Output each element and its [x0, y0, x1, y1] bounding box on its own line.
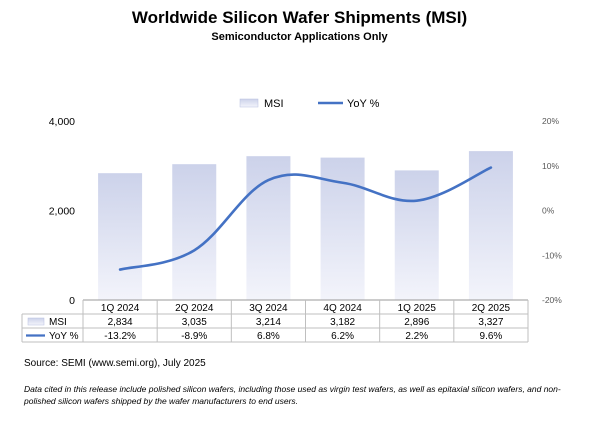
y-left-tick-label: 4,000	[49, 116, 75, 128]
table-cell-yoy: 6.8%	[257, 331, 280, 342]
table-cell-yoy: 9.6%	[480, 331, 503, 342]
table-cell-msi: 2,834	[108, 317, 133, 328]
x-tick-label: 1Q 2024	[101, 303, 140, 314]
y-right-tick-label: -20%	[542, 295, 562, 305]
footnote: Data cited in this release include polis…	[24, 384, 561, 406]
bar-series-msi	[98, 151, 513, 300]
line-yoy	[118, 166, 493, 271]
table-cell-yoy: -13.2%	[104, 331, 136, 342]
table-cell-yoy: 2.2%	[405, 331, 428, 342]
table-cell-yoy: -8.9%	[181, 331, 207, 342]
x-tick-label: 1Q 2025	[398, 303, 437, 314]
legend-label-yoy: YoY %	[347, 98, 380, 110]
y-right-tick-label: 20%	[542, 116, 559, 126]
table-cell-msi: 2,896	[404, 317, 429, 328]
table-cell-msi: 3,327	[478, 317, 503, 328]
chart-title: Worldwide Silicon Wafer Shipments (MSI)	[131, 8, 468, 27]
data-table: 1Q 2024 2Q 2024 3Q 2024 4Q 2024 1Q 2025 2Q 20…	[21, 299, 529, 343]
y-right-tick-label: -10%	[542, 250, 562, 260]
x-tick-label: 3Q 2024	[249, 303, 288, 314]
x-tick-label: 2Q 2025	[472, 303, 511, 314]
line-series-yoy	[118, 166, 493, 271]
table-cell-msi: 3,214	[256, 317, 281, 328]
bar-msi	[98, 173, 143, 300]
bar-msi	[394, 170, 439, 300]
x-tick-label: 2Q 2024	[175, 303, 214, 314]
y-right-tick-label: 0%	[542, 206, 555, 216]
table-cell-msi: 3,035	[182, 317, 207, 328]
table-key-msi	[27, 317, 45, 326]
y-right-tick-label: 10%	[542, 161, 559, 171]
source-note: Source: SEMI (www.semi.org), July 2025	[24, 358, 206, 369]
table-cell-yoy: 6.2%	[331, 331, 354, 342]
bar-msi	[246, 156, 291, 300]
y-left-tick-label: 2,000	[49, 206, 75, 218]
table-row-label-msi: MSI	[49, 317, 67, 328]
table-row-label-yoy: YoY %	[49, 331, 79, 342]
y-left-tick-label: 0	[69, 295, 75, 307]
bar-msi	[172, 164, 217, 300]
legend-label-msi: MSI	[264, 98, 284, 110]
chart-subtitle: Semiconductor Applications Only	[211, 31, 388, 43]
chart-legend: MSI YoY %	[239, 98, 380, 110]
chart-axes: 0 2,000 4,000 20% 10% 0% -10% -20%	[49, 116, 563, 307]
legend-swatch-msi	[239, 98, 259, 108]
wafer-shipments-chart: MSI YoY % 0 2,000 4,000 20% 10% 0% -10% -20% 1Q …	[21, 98, 563, 343]
x-tick-label: 4Q 2024	[323, 303, 362, 314]
bar-msi	[468, 151, 513, 300]
table-cell-msi: 3,182	[330, 317, 355, 328]
